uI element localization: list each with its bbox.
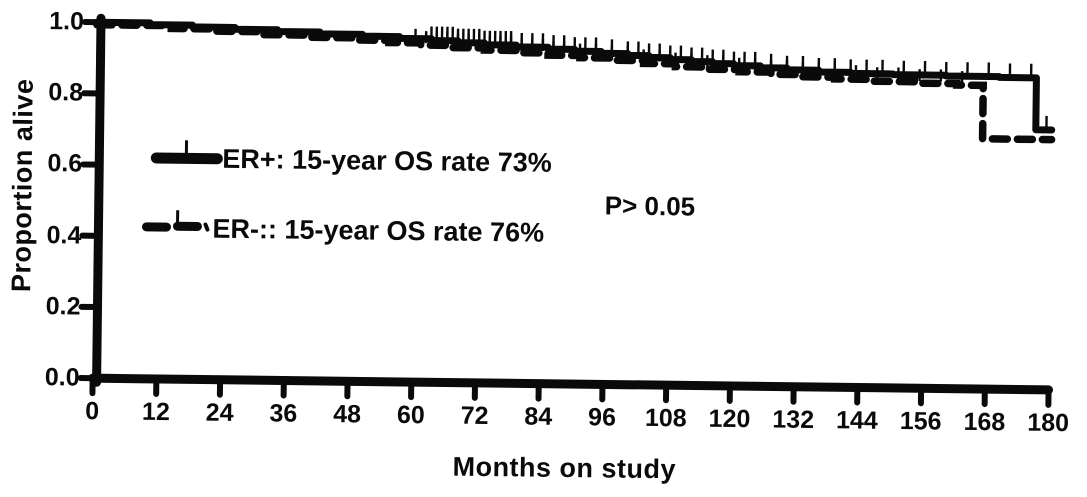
- x-tick-label: 36: [269, 399, 298, 428]
- y-tick-label: 0.0: [44, 363, 80, 392]
- legend-solid-line-sample: [150, 152, 223, 165]
- y-tick-label: 0.4: [46, 220, 82, 250]
- x-tick-label: 84: [524, 402, 553, 431]
- x-tick-label: 168: [963, 407, 1006, 437]
- x-tick-label: 156: [899, 407, 942, 436]
- x-tick-label: 108: [644, 403, 687, 433]
- y-axis-title: Proportion alive: [6, 78, 39, 293]
- x-tick-label: 120: [708, 404, 751, 434]
- x-tick-label: 132: [772, 405, 815, 434]
- x-axis-title: Months on study: [452, 451, 677, 485]
- p-value-annotation: P> 0.05: [604, 190, 696, 222]
- y-tick-label: 0.2: [45, 291, 81, 321]
- x-axis-line: [88, 373, 1054, 395]
- legend-swatch-er-positive: [150, 140, 223, 165]
- x-tick-label: 24: [205, 398, 234, 427]
- x-tick-label: 60: [396, 400, 425, 430]
- km-curve-er-positive: [93, 18, 1056, 134]
- legend-label-er-negative: ER-:: 15-year OS rate 76%: [212, 213, 545, 248]
- x-tick-label: 12: [141, 397, 171, 427]
- y-tick-label: 1.0: [49, 7, 85, 36]
- km-curve-er-negative: [93, 20, 1056, 144]
- legend-dash-sample-3: [203, 222, 210, 232]
- y-tick-label: 0.8: [48, 78, 84, 107]
- x-tick-label: 144: [835, 406, 878, 435]
- x-tick-label: 180: [1027, 408, 1070, 438]
- x-tick-label: 72: [460, 401, 489, 431]
- x-tick-label: 0: [85, 397, 100, 426]
- y-axis-line: [92, 13, 106, 387]
- y-tick-label: 0.6: [47, 149, 83, 178]
- x-tick-label: 96: [587, 403, 617, 432]
- legend-label-er-positive: ER+: 15-year OS rate 73%: [222, 143, 552, 178]
- x-tick-label: 48: [333, 400, 362, 429]
- legend-swatch-er-negative: [141, 210, 210, 232]
